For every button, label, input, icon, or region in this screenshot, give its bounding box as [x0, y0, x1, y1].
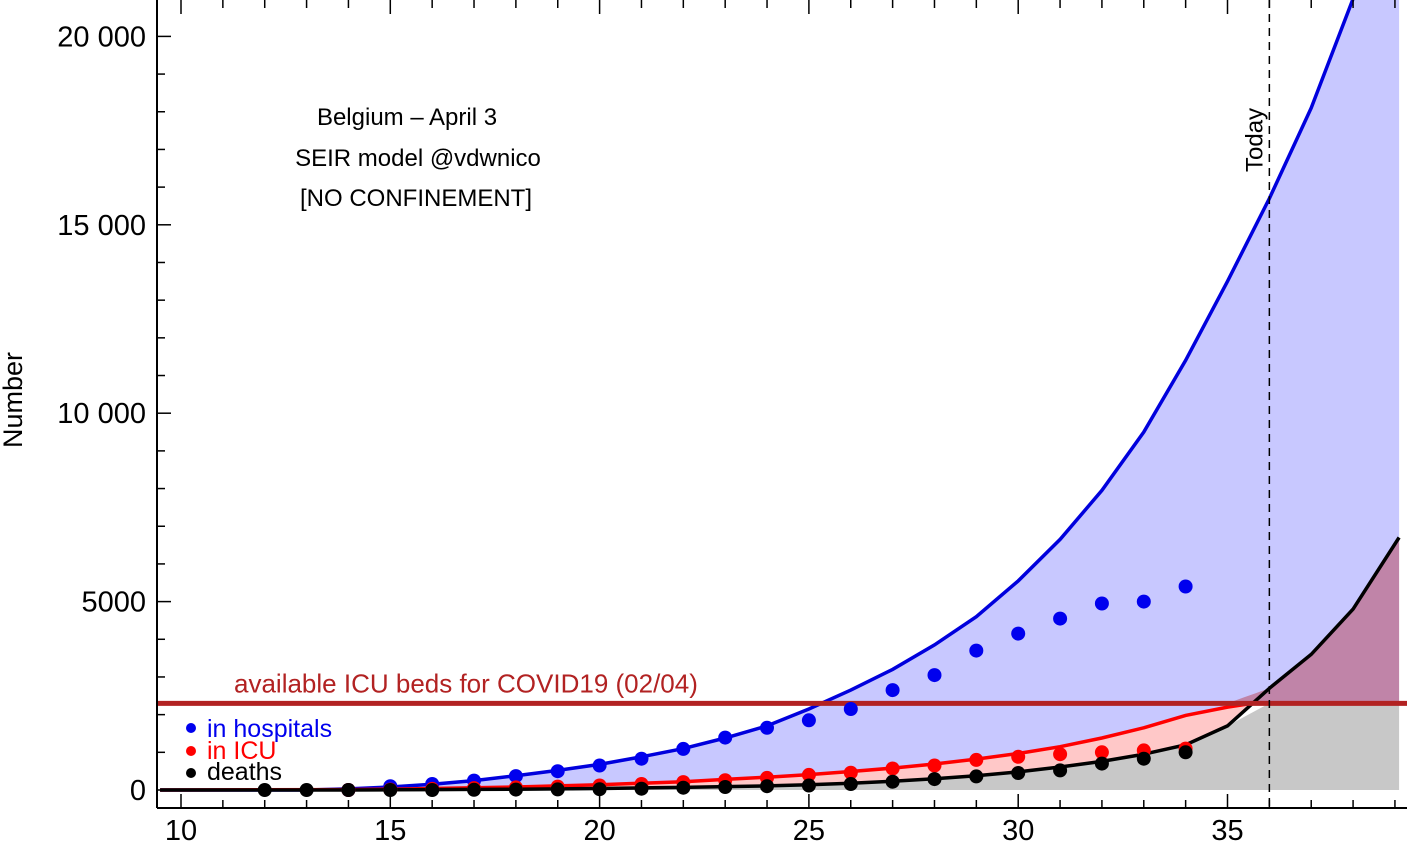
annotation-line-3: [NO CONFINEMENT]: [300, 185, 532, 212]
point-hospitals: [592, 758, 607, 773]
point-hospitals: [969, 643, 984, 658]
observed-points: [257, 579, 1193, 797]
point-hospitals: [718, 730, 733, 745]
point-icu: [1011, 749, 1026, 764]
x-tick-label: 20: [583, 815, 615, 847]
point-deaths: [467, 782, 481, 797]
hospitals-fill: [160, 0, 1400, 790]
point-deaths: [801, 778, 816, 793]
point-deaths: [508, 782, 523, 797]
annotation-block: Belgium – April 3 SEIR model @vdwnico [N…: [295, 104, 541, 212]
icu-capacity-label: available ICU beds for COVID19 (02/04): [234, 668, 698, 698]
legend-label-deaths: deaths: [207, 758, 282, 786]
legend-marker-deaths: [186, 768, 196, 778]
point-deaths: [425, 783, 440, 797]
point-hospitals: [508, 769, 523, 784]
point-icu: [969, 752, 984, 767]
point-hospitals: [1011, 626, 1026, 641]
point-deaths: [592, 782, 607, 797]
point-hospitals: [1178, 579, 1193, 594]
axes: 10 15 20 25 30 35 0 5000 10 000 15 000 20 000: [57, 0, 1407, 847]
point-deaths: [760, 779, 774, 794]
x-tick-label: 30: [1002, 815, 1034, 847]
point-deaths: [550, 782, 565, 797]
today-marker-group: Today: [1241, 0, 1271, 808]
annotation-line-2: SEIR model @vdwnico: [295, 145, 541, 172]
point-deaths: [718, 780, 733, 794]
point-deaths: [1178, 745, 1193, 760]
x-tick-label: 25: [793, 815, 825, 847]
deaths-fill: [160, 703, 1400, 790]
y-axis-title: Number: [0, 352, 28, 448]
point-hospitals: [801, 713, 816, 728]
y-tick-label: 5000: [81, 587, 146, 619]
point-icu: [885, 761, 900, 776]
point-deaths: [1094, 756, 1109, 771]
today-label: Today: [1241, 108, 1268, 172]
legend: in hospitals in ICU deaths: [186, 715, 332, 786]
point-deaths: [1053, 763, 1068, 778]
y-tick-label: 10 000: [57, 398, 146, 430]
point-deaths: [927, 772, 942, 787]
point-hospitals: [634, 751, 649, 766]
point-icu: [843, 765, 858, 780]
point-hospitals: [676, 741, 691, 756]
point-hospitals: [1136, 594, 1151, 609]
point-deaths: [257, 783, 272, 797]
annotation-line-1: Belgium – April 3: [317, 104, 497, 131]
point-icu: [1053, 747, 1068, 762]
legend-marker-icu: [186, 746, 196, 756]
point-icu: [801, 767, 816, 782]
point-deaths: [634, 781, 649, 796]
point-hospitals: [550, 764, 565, 779]
point-deaths: [1136, 751, 1151, 766]
legend-marker-hospitals: [186, 723, 196, 733]
point-hospitals: [885, 683, 900, 698]
point-icu: [1094, 745, 1109, 760]
x-tick-label: 35: [1211, 815, 1243, 847]
model-line-hospitals: [160, 0, 1355, 792]
point-hospitals: [843, 702, 858, 716]
icu-fill: [160, 703, 1253, 790]
point-deaths: [885, 774, 900, 789]
point-deaths: [676, 780, 691, 795]
point-deaths: [341, 783, 356, 797]
point-hospitals: [760, 720, 774, 735]
point-hospitals: [1053, 611, 1068, 626]
legend-label-icu: in ICU: [207, 737, 276, 765]
point-icu: [927, 758, 942, 773]
x-tick-label: 10: [165, 815, 197, 847]
area-fills: [160, 0, 1400, 790]
y-tick-label: 20 000: [57, 21, 146, 53]
point-deaths: [299, 783, 314, 797]
deaths-over-capacity-fill: [160, 537, 1400, 704]
y-tick-label: 0: [130, 775, 146, 807]
point-deaths: [383, 783, 398, 797]
y-tick-label: 15 000: [57, 210, 146, 242]
x-tick-label: 15: [374, 815, 406, 847]
point-hospitals: [1094, 596, 1109, 611]
legend-label-hospitals: in hospitals: [207, 715, 332, 743]
point-deaths: [969, 769, 984, 784]
point-deaths: [1011, 766, 1026, 780]
point-hospitals: [927, 668, 942, 683]
icu-capacity-group: available ICU beds for COVID19 (02/04): [157, 668, 1407, 706]
point-deaths: [843, 777, 858, 791]
